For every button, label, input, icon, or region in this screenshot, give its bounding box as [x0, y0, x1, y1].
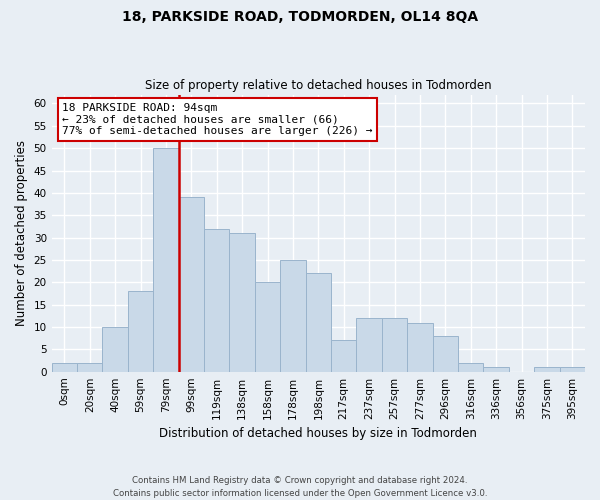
Bar — [255, 282, 280, 372]
Y-axis label: Number of detached properties: Number of detached properties — [15, 140, 28, 326]
Text: Contains HM Land Registry data © Crown copyright and database right 2024.
Contai: Contains HM Land Registry data © Crown c… — [113, 476, 487, 498]
Bar — [229, 233, 255, 372]
Text: 18 PARKSIDE ROAD: 94sqm
← 23% of detached houses are smaller (66)
77% of semi-de: 18 PARKSIDE ROAD: 94sqm ← 23% of detache… — [62, 103, 373, 136]
Bar — [560, 367, 585, 372]
Bar — [534, 367, 560, 372]
Bar — [77, 362, 103, 372]
Bar — [179, 198, 204, 372]
Bar — [52, 362, 77, 372]
Text: 18, PARKSIDE ROAD, TODMORDEN, OL14 8QA: 18, PARKSIDE ROAD, TODMORDEN, OL14 8QA — [122, 10, 478, 24]
Bar — [356, 318, 382, 372]
X-axis label: Distribution of detached houses by size in Todmorden: Distribution of detached houses by size … — [160, 427, 477, 440]
Bar — [458, 362, 484, 372]
Bar — [382, 318, 407, 372]
Bar — [204, 228, 229, 372]
Bar — [331, 340, 356, 372]
Bar — [103, 327, 128, 372]
Bar — [484, 367, 509, 372]
Bar — [128, 291, 153, 372]
Title: Size of property relative to detached houses in Todmorden: Size of property relative to detached ho… — [145, 79, 491, 92]
Bar — [280, 260, 305, 372]
Bar — [153, 148, 179, 372]
Bar — [305, 274, 331, 372]
Bar — [433, 336, 458, 372]
Bar — [407, 322, 433, 372]
